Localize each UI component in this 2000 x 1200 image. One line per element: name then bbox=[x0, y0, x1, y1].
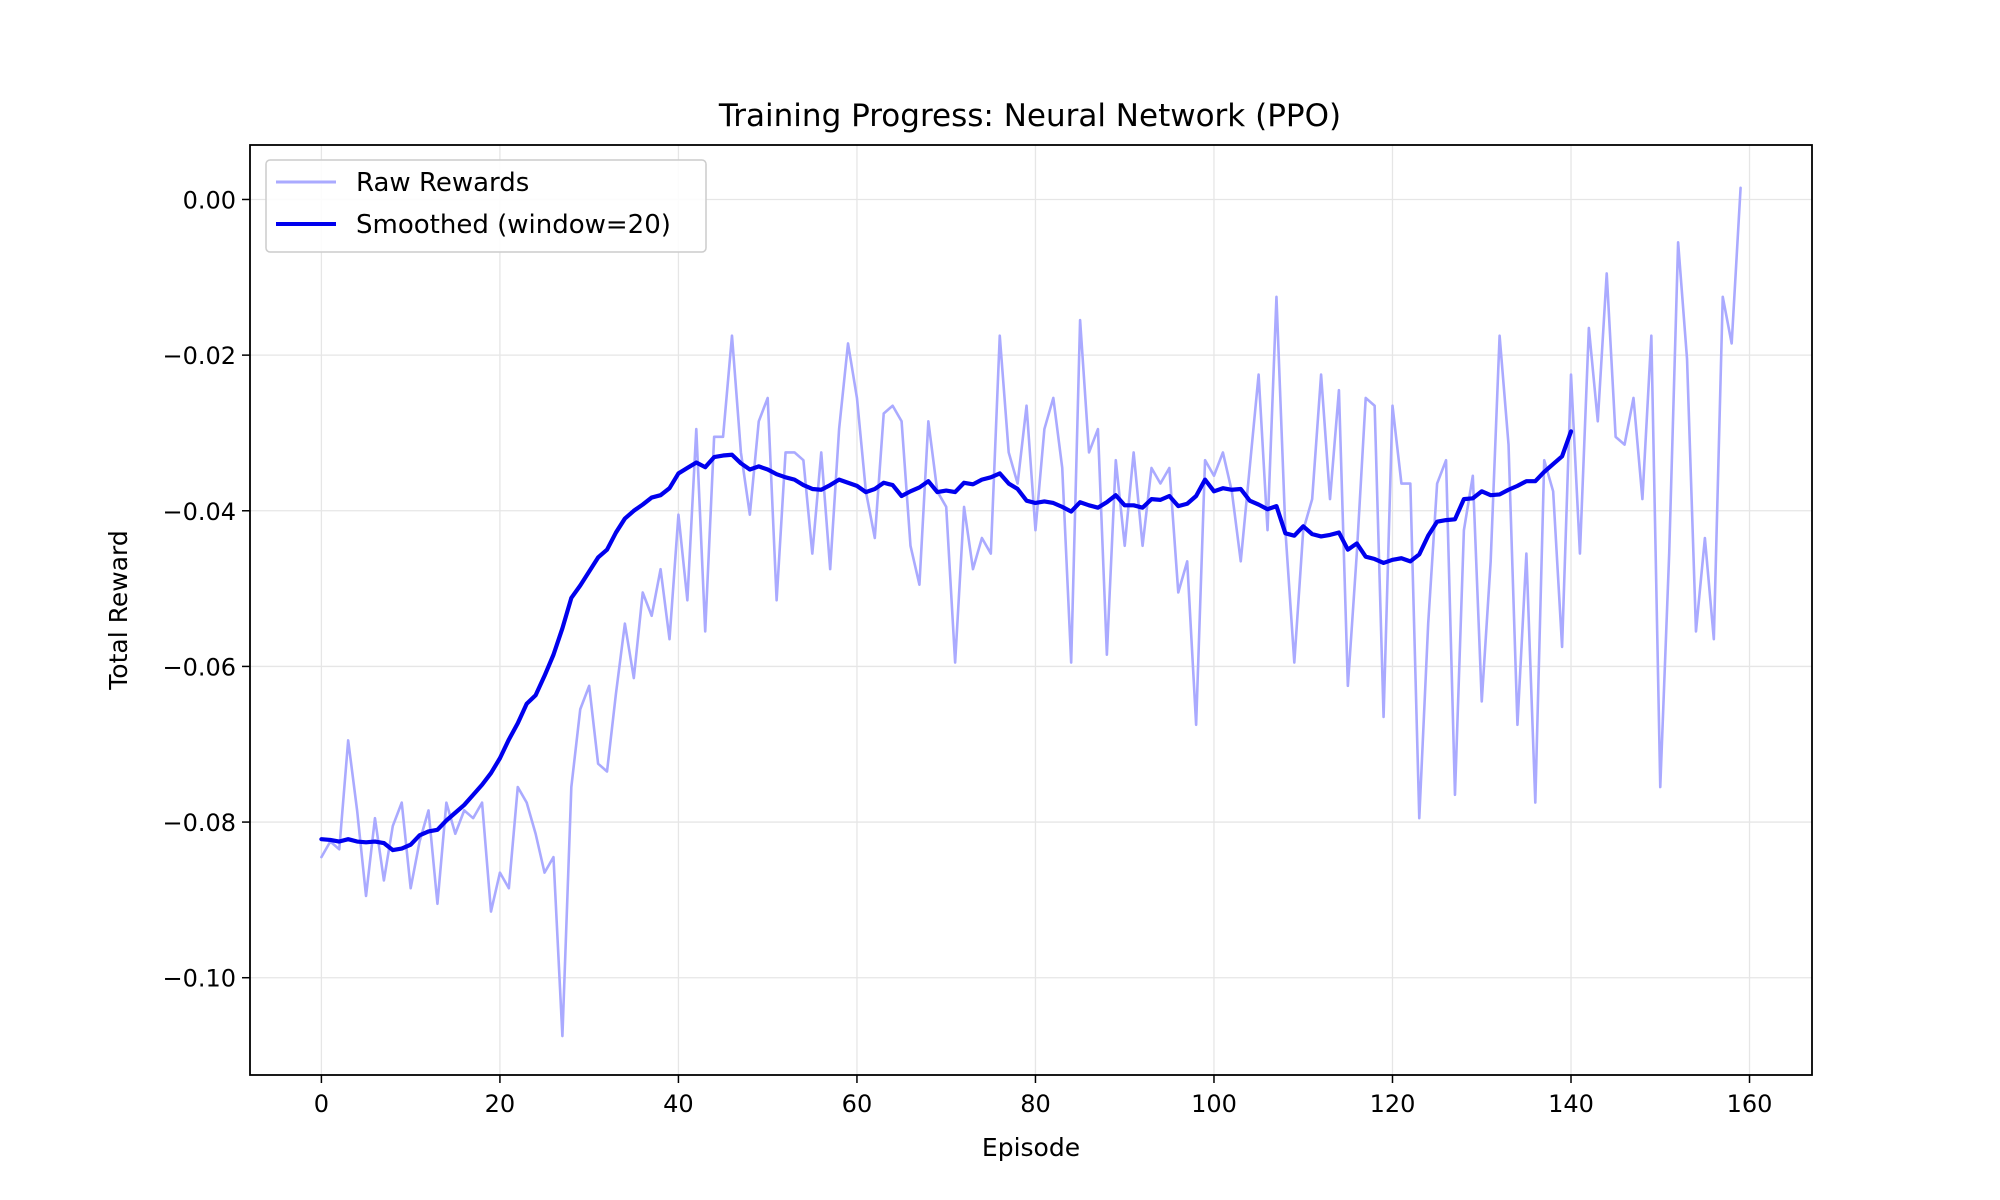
legend-label-smoothed: Smoothed (window=20) bbox=[356, 210, 671, 240]
y-axis: 0.00 −0.02 −0.04 −0.06 −0.08 −0.10 bbox=[162, 186, 250, 993]
x-tick-label: 0 bbox=[314, 1090, 329, 1118]
plot-frame bbox=[249, 144, 1813, 1076]
legend-label-raw-rewards: Raw Rewards bbox=[356, 168, 529, 198]
x-tick-label: 140 bbox=[1548, 1090, 1594, 1118]
y-tick-label: 0.00 bbox=[183, 186, 236, 214]
y-axis-label: Total Reward bbox=[104, 530, 133, 690]
y-tick-label: −0.08 bbox=[162, 809, 236, 837]
y-tick-label: −0.10 bbox=[162, 965, 236, 993]
raw-rewards-line bbox=[320, 186, 1742, 1038]
y-tick-label: −0.04 bbox=[162, 498, 236, 526]
chart-title: Training Progress: Neural Network (PPO) bbox=[718, 98, 1341, 134]
x-tick-label: 160 bbox=[1727, 1090, 1773, 1118]
grid-lines bbox=[250, 145, 1812, 1075]
series-layer bbox=[319, 186, 1742, 1038]
x-tick-label: 20 bbox=[485, 1090, 516, 1118]
legend-box bbox=[265, 159, 707, 253]
legend: Raw Rewards Smoothed (window=20) bbox=[265, 159, 707, 253]
x-axis-label: Episode bbox=[982, 1133, 1080, 1162]
x-tick-label: 100 bbox=[1191, 1090, 1237, 1118]
y-tick-label: −0.02 bbox=[162, 342, 236, 370]
x-tick-label: 120 bbox=[1370, 1090, 1416, 1118]
x-tick-label: 80 bbox=[1020, 1090, 1051, 1118]
y-tick-label: −0.06 bbox=[162, 653, 236, 681]
x-axis: 0 20 40 60 80 100 120 140 160 bbox=[314, 1075, 1773, 1118]
x-tick-label: 60 bbox=[842, 1090, 873, 1118]
x-tick-label: 40 bbox=[663, 1090, 694, 1118]
smoothed-line bbox=[319, 429, 1574, 853]
